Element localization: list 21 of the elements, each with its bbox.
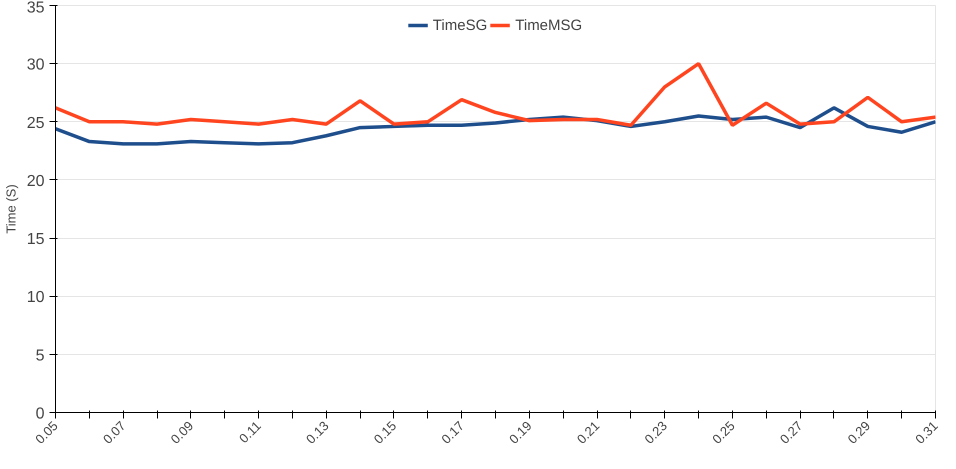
x-tick-label: 0.19 <box>506 418 535 447</box>
y-tick-label: 35 <box>26 0 45 16</box>
y-tick-label: 15 <box>26 231 45 248</box>
y-axis-title: Time (S) <box>4 184 19 234</box>
legend-label: TimeSG <box>432 16 488 34</box>
y-tick-label: 30 <box>26 56 45 74</box>
x-tick-label: 0.29 <box>844 418 874 447</box>
y-tick-label: 5 <box>36 347 45 364</box>
x-tick-label: 0.15 <box>370 418 400 447</box>
y-tick-label: 25 <box>26 114 45 132</box>
x-tick-label: 0.11 <box>236 418 264 446</box>
y-tick-label: 10 <box>26 289 45 306</box>
legend-label: TimeMSG <box>515 16 582 34</box>
x-tick-label: 0.23 <box>642 418 670 447</box>
x-tick-label: 0.09 <box>168 418 196 447</box>
x-tick-label: 0.25 <box>709 418 738 447</box>
line-series <box>56 62 936 128</box>
x-tick-label: 0.31 <box>912 418 941 447</box>
x-tick-label: 0.13 <box>303 418 332 447</box>
x-tick-label: 0.21 <box>574 418 602 447</box>
y-tick-label: 20 <box>26 172 45 190</box>
